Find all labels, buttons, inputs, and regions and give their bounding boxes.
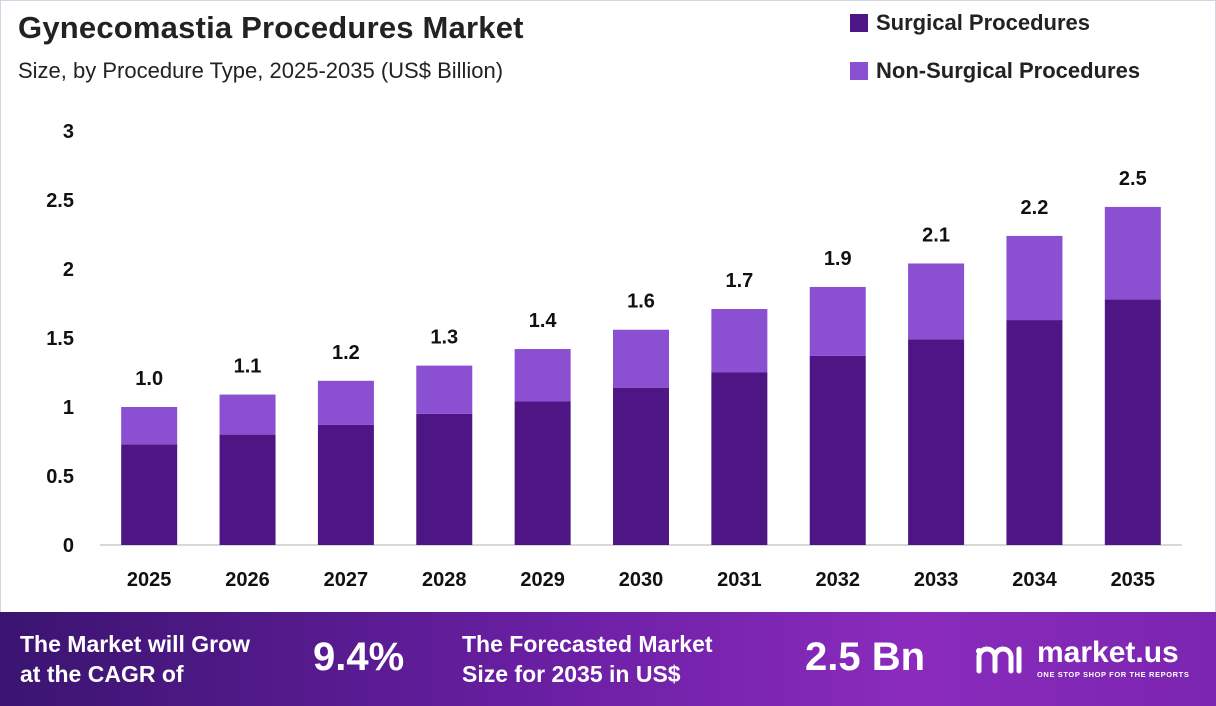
chart-title: Gynecomastia Procedures Market bbox=[18, 10, 524, 45]
bar-surgical bbox=[908, 339, 965, 545]
y-tick-label: 0 bbox=[63, 535, 74, 557]
forecast-label: The Forecasted Market Size for 2035 in U… bbox=[462, 629, 713, 689]
y-tick-label: 2 bbox=[63, 259, 74, 281]
bar-non-surgical bbox=[514, 349, 571, 402]
forecast-label-line1: The Forecasted Market bbox=[462, 631, 713, 657]
bar-non-surgical bbox=[908, 263, 965, 340]
bar-non-surgical bbox=[1104, 206, 1161, 300]
forecast-label-line2: Size for 2035 in US$ bbox=[462, 661, 681, 687]
y-tick-label: 0.5 bbox=[46, 466, 74, 488]
bar-surgical bbox=[1104, 299, 1161, 545]
bar-surgical bbox=[121, 444, 178, 545]
bar-total-label: 1.1 bbox=[234, 356, 262, 378]
bar-non-surgical bbox=[613, 329, 669, 388]
bar-surgical bbox=[1006, 320, 1063, 545]
y-tick-label: 1 bbox=[63, 397, 74, 419]
bar-total-label: 1.4 bbox=[529, 310, 558, 332]
footer-banner: The Market will Grow at the CAGR of 9.4%… bbox=[0, 612, 1216, 706]
x-tick-label: 2034 bbox=[1012, 569, 1057, 591]
legend: Surgical Procedures Non-Surgical Procedu… bbox=[850, 10, 1140, 106]
bar-non-surgical bbox=[711, 309, 768, 373]
bar-total-label: 2.2 bbox=[1021, 197, 1049, 219]
x-tick-label: 2025 bbox=[127, 569, 172, 591]
y-tick-label: 3 bbox=[63, 121, 74, 143]
x-tick-label: 2035 bbox=[1111, 569, 1156, 591]
legend-swatch-non-surgical bbox=[850, 62, 868, 80]
bar-total-label: 1.3 bbox=[430, 327, 458, 349]
cagr-label: The Market will Grow at the CAGR of bbox=[20, 629, 250, 689]
logo-name: market.us bbox=[1037, 636, 1179, 669]
bar-surgical bbox=[809, 355, 866, 545]
x-tick-label: 2033 bbox=[914, 569, 959, 591]
x-tick-label: 2031 bbox=[717, 569, 762, 591]
y-tick-label: 1.5 bbox=[46, 328, 74, 350]
x-tick-label: 2027 bbox=[324, 569, 369, 591]
x-tick-label: 2030 bbox=[619, 569, 664, 591]
bar-chart: 0 0.5 1 1.5 2 2.5 3 1.0 2025 1.1 2026 1.2 2027 1.3 202… bbox=[46, 121, 1182, 591]
bar-total-label: 1.6 bbox=[627, 291, 655, 313]
market-us-logo-icon bbox=[976, 646, 1022, 673]
cagr-value: 9.4% bbox=[313, 635, 405, 679]
bar-total-label: 1.9 bbox=[824, 248, 852, 270]
logo-tagline: ONE STOP SHOP FOR THE REPORTS bbox=[1037, 670, 1190, 679]
bar-non-surgical bbox=[1006, 235, 1063, 321]
bar-total-label: 2.1 bbox=[922, 224, 950, 246]
bar-surgical bbox=[416, 413, 473, 545]
forecast-value: 2.5 Bn bbox=[805, 635, 926, 679]
bar-total-label: 1.2 bbox=[332, 342, 360, 364]
x-tick-label: 2028 bbox=[422, 569, 467, 591]
cagr-label-line1: The Market will Grow bbox=[20, 631, 251, 657]
legend-item-non-surgical: Non-Surgical Procedures bbox=[850, 58, 1140, 84]
bar-non-surgical bbox=[219, 394, 276, 435]
x-tick-label: 2026 bbox=[225, 569, 270, 591]
x-tick-label: 2029 bbox=[520, 569, 565, 591]
bar-non-surgical bbox=[416, 365, 473, 414]
legend-swatch-surgical bbox=[850, 14, 868, 32]
bar-total-label: 2.5 bbox=[1119, 168, 1147, 190]
bar-non-surgical bbox=[809, 286, 866, 356]
legend-item-surgical: Surgical Procedures bbox=[850, 10, 1140, 36]
bar-non-surgical bbox=[317, 380, 374, 425]
bar-total-label: 1.7 bbox=[725, 270, 753, 292]
bar-total-label: 1.0 bbox=[135, 368, 163, 390]
x-tick-label: 2032 bbox=[815, 569, 860, 591]
legend-label-surgical: Surgical Procedures bbox=[876, 10, 1090, 35]
market-us-logo[interactable]: market.us ONE STOP SHOP FOR THE REPORTS bbox=[975, 638, 1189, 679]
y-tick-label: 2.5 bbox=[46, 190, 74, 212]
bar-non-surgical bbox=[121, 407, 178, 445]
legend-label-non-surgical: Non-Surgical Procedures bbox=[876, 58, 1141, 83]
cagr-label-line2: at the CAGR of bbox=[20, 661, 184, 687]
chart-subtitle: Size, by Procedure Type, 2025-2035 (US$ … bbox=[18, 58, 504, 83]
bar-surgical bbox=[219, 434, 276, 545]
bar-surgical bbox=[514, 401, 571, 545]
bar-surgical bbox=[317, 424, 374, 545]
bar-surgical bbox=[711, 372, 768, 545]
bar-surgical bbox=[613, 387, 669, 545]
